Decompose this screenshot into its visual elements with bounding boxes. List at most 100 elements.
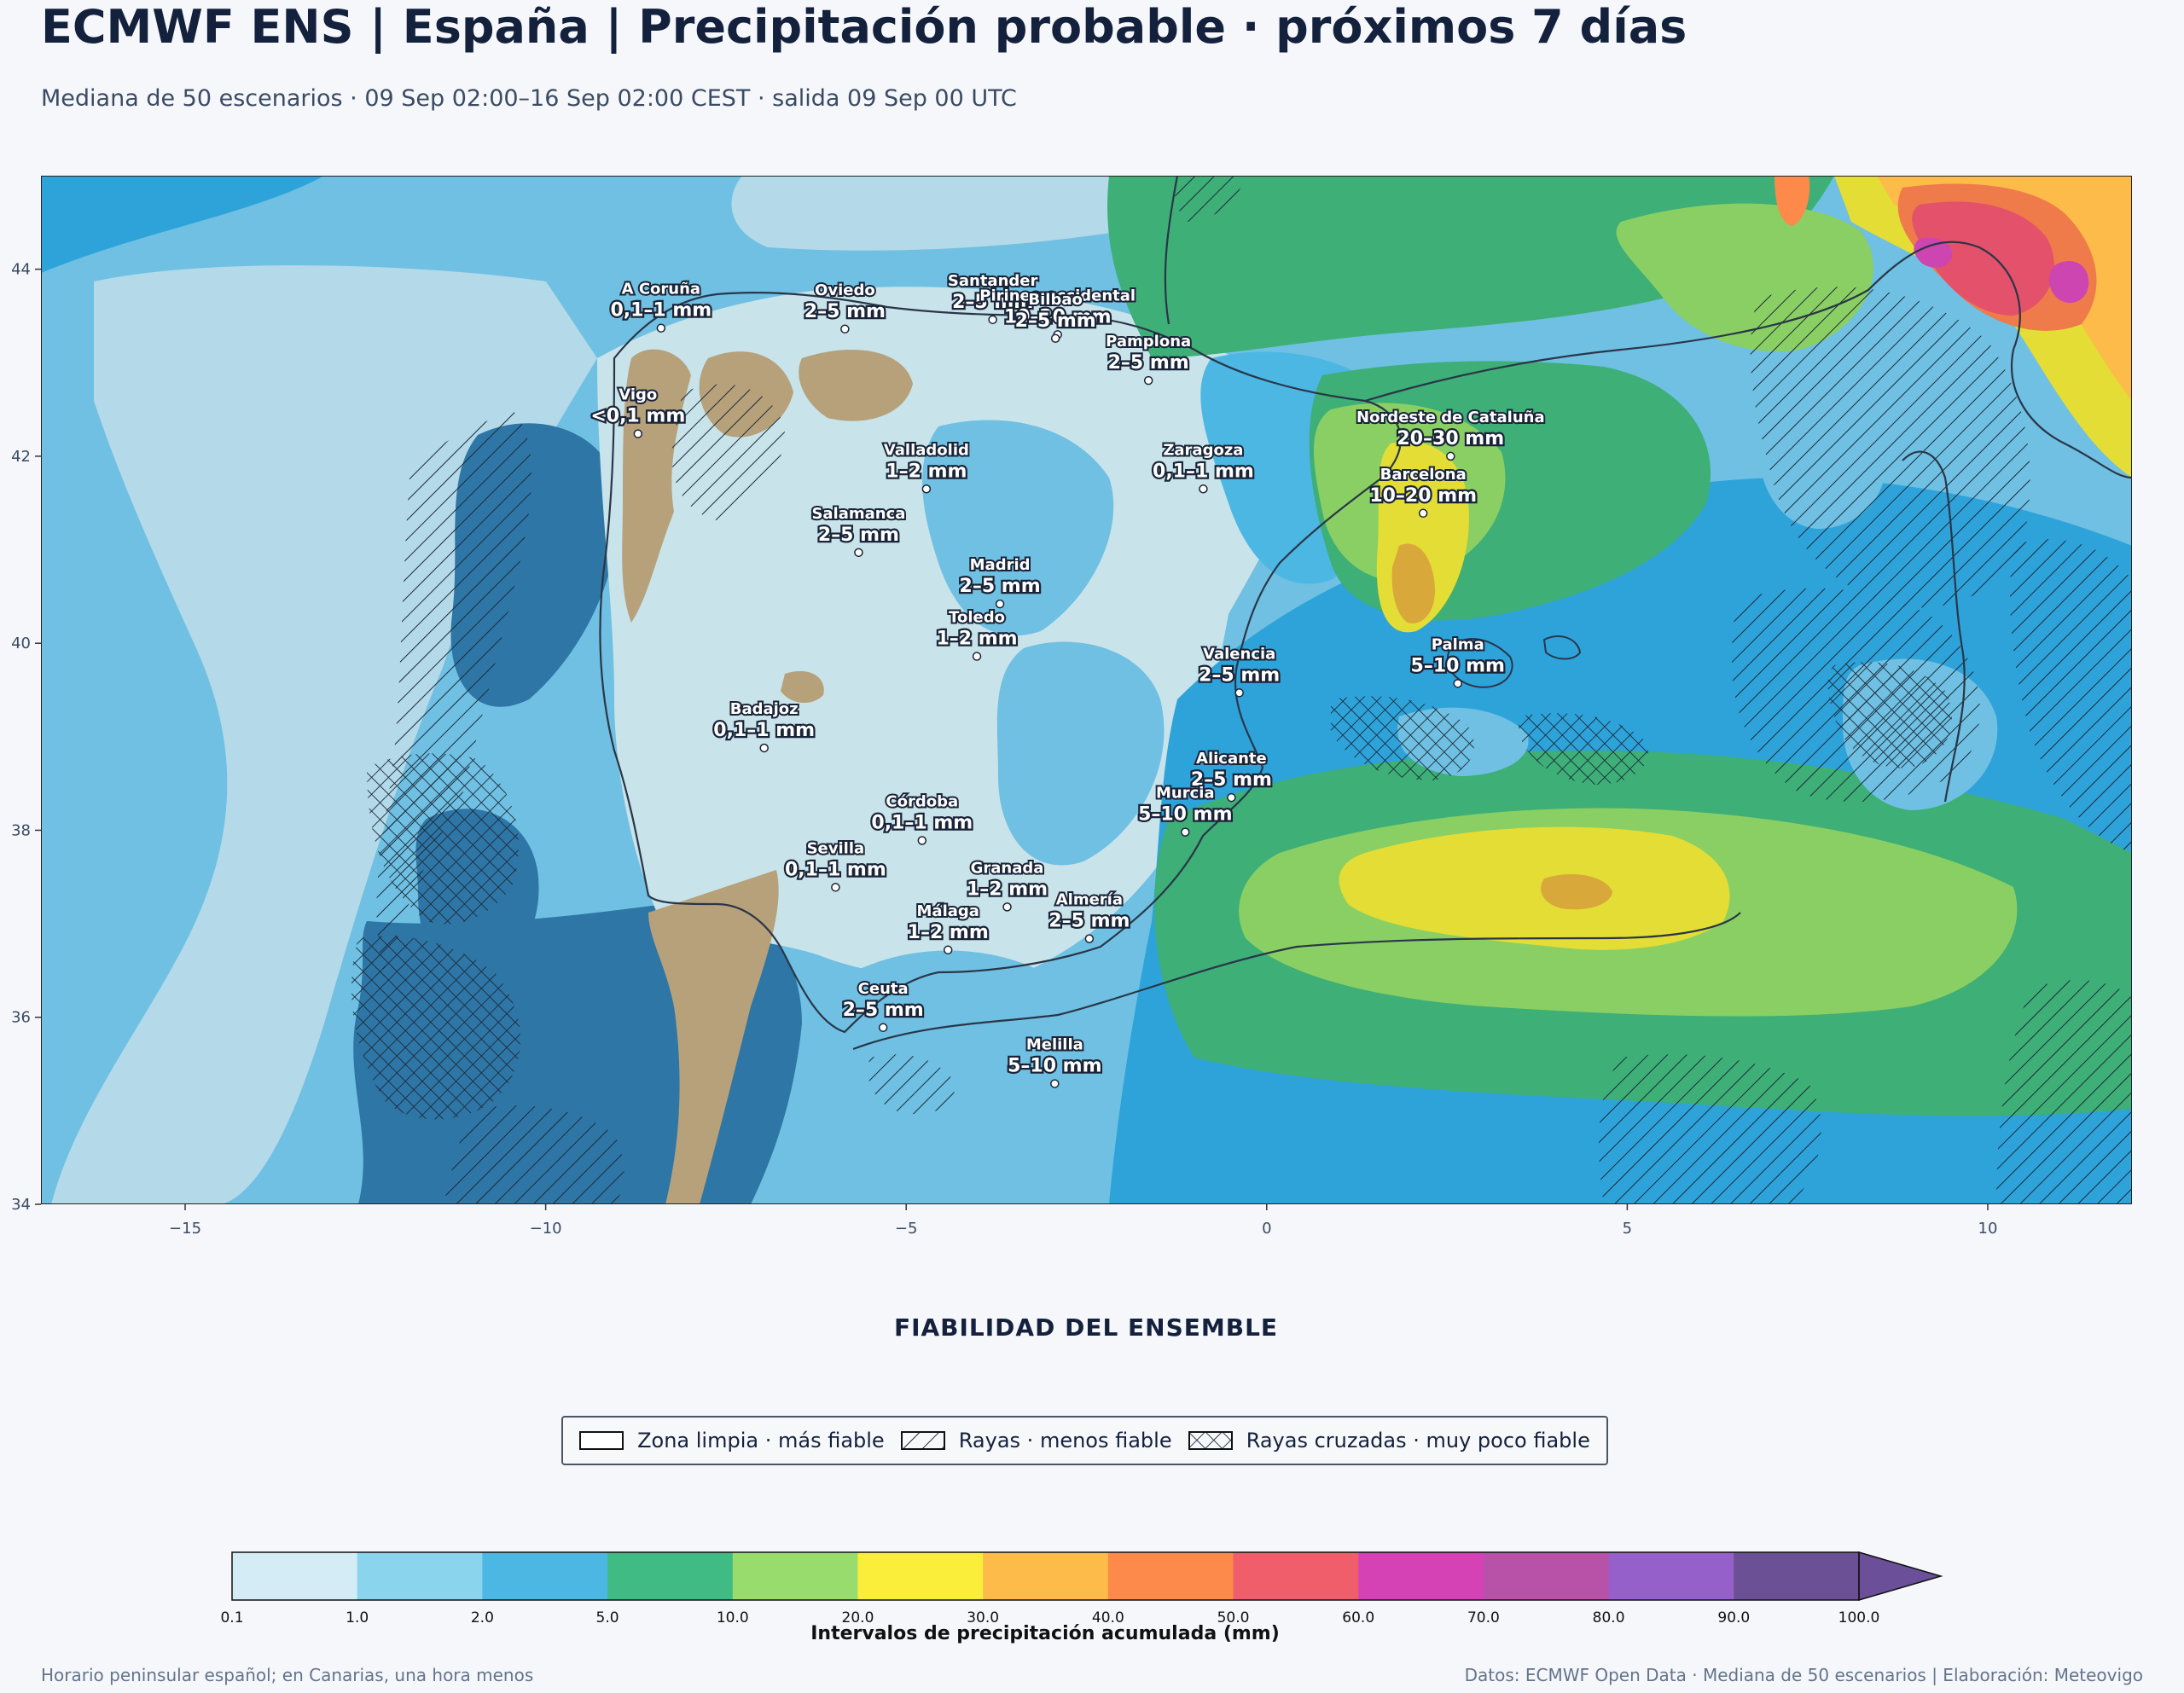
city-precip-value: 1–2 mm — [936, 629, 1017, 650]
city-precip-value: 2–5 mm — [960, 576, 1041, 597]
crosshatch-swatch-icon — [1188, 1431, 1233, 1450]
lat-tick-label: 36 — [11, 1009, 31, 1027]
colorbar-tick-label: 80.0 — [1593, 1609, 1625, 1626]
hatch-area — [1175, 176, 1246, 222]
city-marker: Pirineo occidental 10–20 mm — [978, 285, 1137, 339]
coastline — [1364, 241, 2132, 479]
city-name: Melilla — [1026, 1036, 1083, 1054]
colorbar-tick-label: 0.1 — [220, 1609, 243, 1626]
city-name: Santander — [948, 272, 1038, 290]
land-mask — [597, 287, 1331, 980]
city-dot — [656, 323, 666, 333]
colorbar-outline — [231, 1551, 1860, 1601]
hatch-swatch-icon — [900, 1431, 945, 1450]
city-name: Toledo — [949, 609, 1005, 627]
colorbar-bin — [482, 1552, 608, 1600]
city-name: Málaga — [917, 902, 979, 920]
city-dot — [1234, 688, 1244, 698]
city-dot — [1143, 375, 1153, 386]
lat-tick-label: 34 — [11, 1196, 31, 1214]
city-precip-value: 1–2 mm — [967, 878, 1048, 900]
city-precip-value: 5–10 mm — [1138, 804, 1232, 826]
city-marker: Almería 2–5 mm — [1047, 890, 1132, 943]
hatch-area — [1599, 1054, 1821, 1204]
city-dot — [988, 315, 997, 325]
city-precip-value: 0,1–1 mm — [785, 859, 886, 880]
city-precip-value: 1–2 mm — [908, 922, 989, 943]
hatch-area — [351, 936, 520, 1120]
colorbar-label: Intervalos de precipitación acumulada (m… — [810, 1623, 1280, 1644]
city-dot — [972, 652, 982, 661]
colorbar-tick-label: 60.0 — [1342, 1609, 1374, 1626]
precip-area — [1774, 176, 1810, 226]
city-name: Barcelona — [1380, 466, 1467, 484]
city-dot — [995, 599, 1005, 609]
lon-tick-label: 5 — [1623, 1220, 1632, 1238]
city-name: A Coruña — [622, 281, 700, 299]
colorbar-extend-arrow — [1858, 1551, 1943, 1601]
city-name: Granada — [971, 859, 1044, 877]
city-dot — [1227, 792, 1236, 803]
precip-area — [2048, 261, 2089, 303]
hatch-area — [2010, 539, 2132, 853]
city-marker: Sevilla 0,1–1 mm — [783, 838, 888, 892]
colorbar-tick-label: 10.0 — [717, 1609, 749, 1626]
coastline — [1902, 450, 1966, 803]
city-precip-value: 20–30 mm — [1397, 428, 1504, 449]
city-dot — [943, 945, 953, 955]
city-name: Alicante — [1196, 750, 1267, 768]
city-dot — [1418, 508, 1428, 519]
city-dot — [1050, 1079, 1060, 1088]
city-name: Murcia — [1156, 785, 1215, 803]
legend-item-crosshatch: Rayas cruzadas · muy poco fiable — [1188, 1429, 1590, 1452]
legend-label-crosshatch: Rayas cruzadas · muy poco fiable — [1246, 1429, 1590, 1452]
city-name: Badajoz — [730, 700, 799, 718]
colorbar-bin — [1358, 1552, 1484, 1600]
city-dot — [1084, 934, 1095, 943]
city-precip-value: 1–2 mm — [886, 461, 967, 482]
city-name: Palma — [1432, 635, 1484, 653]
colorbar-bin — [357, 1552, 483, 1600]
precip-area — [1391, 543, 1436, 623]
precip-area — [1541, 874, 1612, 910]
hatch-area — [1750, 287, 2030, 608]
hatch-area — [1519, 713, 1648, 785]
city-marker: Ceuta 2–5 mm — [840, 978, 926, 1033]
coastline — [852, 912, 1741, 1051]
city-precip-value: 2–5 mm — [1015, 310, 1096, 332]
lat-tick-label: 38 — [11, 821, 31, 839]
city-dot — [1446, 451, 1455, 461]
hatch-area — [367, 753, 519, 925]
lat-tick-label: 42 — [11, 448, 31, 466]
city-dot — [921, 484, 932, 494]
city-marker: Oviedo 2–5 mm — [803, 280, 887, 334]
city-dot — [878, 1023, 888, 1033]
city-marker: Córdoba 0,1–1 mm — [869, 791, 974, 845]
city-marker: Málaga 1–2 mm — [905, 901, 990, 955]
colorbar-tick-label: 70.0 — [1467, 1609, 1500, 1626]
land-terrain — [648, 870, 779, 1204]
hatch-area — [671, 384, 785, 520]
city-dot — [759, 743, 769, 753]
lat-tick-label: 40 — [11, 635, 31, 652]
colorbar-bin — [607, 1552, 734, 1600]
city-name: Pamplona — [1106, 333, 1191, 351]
city-precip-value: 10–20 mm — [1004, 306, 1112, 328]
colorbar-bin — [857, 1552, 984, 1600]
city-dot — [633, 429, 643, 438]
precip-area — [41, 176, 324, 273]
city-dot — [831, 883, 840, 892]
lon-tick-label: 10 — [1978, 1220, 1998, 1238]
footer-note: Horario peninsular español; en Canarias,… — [41, 1665, 534, 1685]
reliability-title: FIABILIDAD DEL ENSEMBLE — [893, 1313, 1279, 1342]
hatch-area — [1827, 662, 1952, 768]
coastline — [599, 292, 1402, 1034]
precip-area — [1912, 201, 2054, 316]
city-dot — [1199, 484, 1208, 494]
city-name: Valladolid — [884, 441, 969, 459]
city-name: Nordeste de Cataluña — [1356, 409, 1545, 426]
city-dot — [1002, 902, 1012, 912]
